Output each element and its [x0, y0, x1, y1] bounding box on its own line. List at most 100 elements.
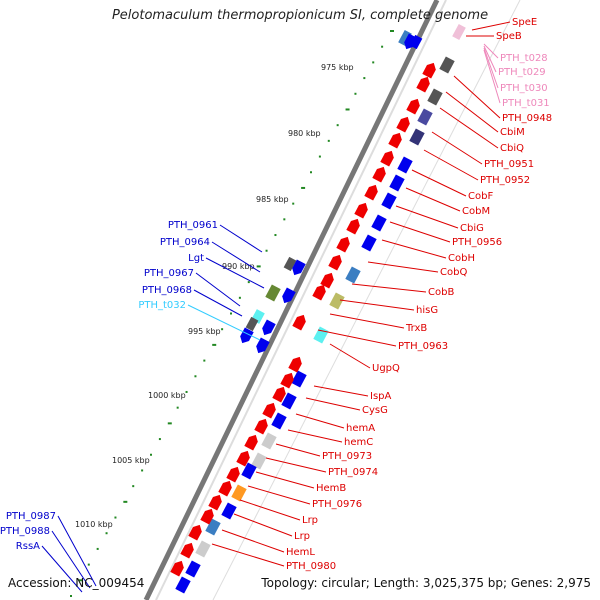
ruler-label: 1000 kbp [148, 391, 186, 400]
label-leader [367, 261, 439, 273]
label-leader [453, 75, 501, 119]
forward-gene-arrow [336, 236, 350, 253]
gene-block [329, 292, 345, 310]
ruler-tick [203, 359, 206, 362]
gene-label-pth_0963: PTH_0963 [398, 341, 448, 352]
ruler-label: 995 kbp [188, 327, 221, 336]
gene-block [245, 316, 259, 332]
ruler-tick [230, 312, 232, 315]
gene-label-cobq: CobQ [440, 267, 467, 278]
gene-block [389, 174, 405, 192]
ruler-tick [70, 595, 72, 597]
ruler-tick [336, 124, 339, 127]
ruler-tick [221, 328, 224, 331]
gene-label-speb: SpeB [496, 31, 522, 42]
label-leader [317, 329, 397, 347]
forward-gene-arrow [244, 434, 258, 451]
gene-label-ispa: IspA [370, 391, 392, 402]
gene-label-cysg: CysG [362, 405, 388, 416]
reverse-gene-arrow [404, 33, 418, 50]
gene-label-cobb: CobB [428, 287, 454, 298]
gene-label-hemb: HemB [316, 483, 346, 494]
forward-gene-arrow [170, 560, 184, 577]
label-leader [265, 457, 327, 473]
ruler-tick [310, 171, 312, 174]
gene-label-cobm: CobM [462, 206, 490, 217]
label-leader [351, 283, 427, 293]
forward-gene-arrow [262, 402, 276, 419]
accession-text: Accession: NC_009454 [8, 576, 145, 590]
ruler-label: 1010 kbp [75, 520, 113, 529]
ruler-tick [265, 249, 268, 252]
label-leader [339, 299, 415, 311]
gene-label-pth_t032: PTH_t032 [138, 300, 186, 311]
label-leader [221, 529, 285, 553]
label-leader [195, 272, 241, 307]
label-leader [51, 530, 91, 589]
label-leader [329, 313, 405, 329]
gene-label-lgt: Lgt [188, 253, 204, 264]
ruler-tick [372, 61, 375, 64]
label-leader [431, 131, 483, 165]
label-leader [483, 49, 501, 104]
label-leader [423, 149, 479, 181]
forward-gene-arrow [288, 356, 302, 373]
label-leader [381, 239, 447, 259]
gene-block [241, 462, 257, 480]
gene-label-cbim: CbiM [500, 127, 525, 138]
label-leader [57, 515, 97, 587]
label-leader [389, 221, 451, 243]
reverse-gene-arrow [292, 259, 306, 276]
gene-label-pth_0974: PTH_0974 [328, 467, 378, 478]
gene-label-cbiq: CbiQ [500, 143, 524, 154]
gene-label-pth_t029: PTH_t029 [498, 67, 546, 78]
forward-gene-arrow [328, 254, 342, 271]
ruler-tick [345, 108, 350, 111]
gene-label-pth_0948: PTH_0948 [502, 113, 552, 124]
gene-label-heml: HemL [286, 547, 315, 558]
gene-label-trxb: TrxB [405, 323, 427, 334]
forward-gene-arrow [396, 116, 410, 133]
gene-label-pth_0952: PTH_0952 [480, 175, 530, 186]
forward-gene-arrow [364, 184, 378, 201]
ruler-tick [96, 547, 99, 550]
forward-gene-arrow [218, 480, 232, 497]
forward-gene-arrow [406, 98, 420, 115]
label-leader [445, 91, 499, 133]
forward-gene-arrow [292, 314, 306, 331]
gene-label-pth_0988: PTH_0988 [0, 526, 50, 537]
ruler-tick [256, 265, 261, 268]
forward-gene-arrow [416, 76, 430, 93]
ruler-tick [176, 406, 179, 409]
label-leader [247, 485, 311, 505]
gene-block [231, 484, 247, 502]
gene-label-pth_t031: PTH_t031 [502, 98, 550, 109]
forward-gene-arrow [320, 272, 334, 289]
forward-gene-arrow [188, 524, 202, 541]
ruler-tick [238, 296, 241, 299]
gene-label-lrp: Lrp [302, 515, 318, 526]
label-leader [313, 385, 369, 397]
gene-block [291, 370, 307, 388]
gene-block [398, 29, 412, 47]
forward-gene-arrow [254, 418, 268, 435]
gene-label-hema: hemA [346, 423, 375, 434]
forward-gene-arrow [354, 202, 368, 219]
ruler-tick [167, 422, 172, 425]
ruler-tick [114, 516, 117, 519]
gene-block [452, 23, 466, 41]
gene-block [175, 576, 191, 594]
gene-block [271, 412, 287, 430]
ruler-tick [363, 77, 366, 80]
gene-block [397, 156, 413, 174]
labels-right: SpeE SpeB PTH_t028 PTH_t029 PTH_t030 PTH_t031… [211, 17, 552, 572]
label-leader [395, 205, 459, 229]
ruler-tick [247, 281, 250, 284]
ruler-tick [150, 453, 152, 456]
forward-gene-arrow [236, 450, 250, 467]
ruler-tick [78, 579, 83, 582]
gene-label-pth_0951: PTH_0951 [484, 159, 534, 170]
label-leader [239, 499, 301, 521]
label-leader [439, 107, 499, 149]
forward-gene-arrow [372, 166, 386, 183]
